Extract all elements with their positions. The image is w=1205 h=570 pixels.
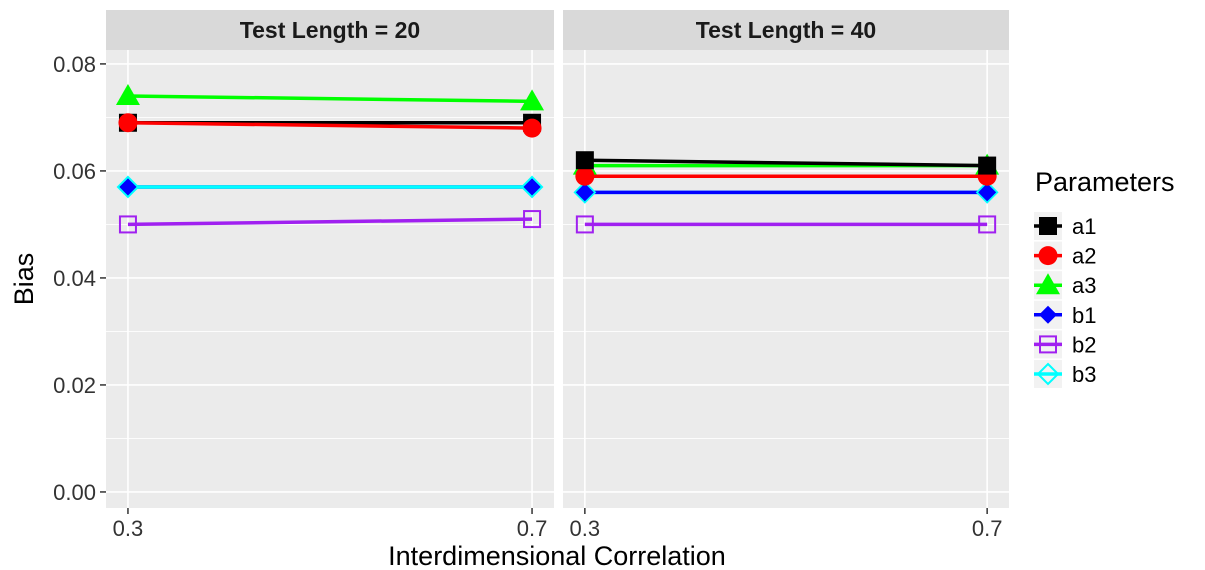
data-point-a2	[118, 113, 138, 133]
legend-marker-a1	[1039, 217, 1057, 235]
data-point-b3	[520, 175, 544, 199]
legend-label-a1: a1	[1072, 214, 1096, 239]
legend-label-b3: b3	[1072, 362, 1096, 387]
legend-item-b3: b3	[1034, 360, 1096, 388]
legend-item-a2: a2	[1034, 241, 1096, 270]
series-line-a1	[584, 158, 988, 168]
data-point-a1	[978, 156, 997, 175]
panel-background	[106, 50, 554, 508]
data-point-b2	[978, 215, 997, 234]
data-point-b2	[575, 215, 594, 234]
x-tick-label: 0.7	[972, 516, 1003, 541]
series-line-b2	[127, 217, 533, 227]
y-tick-label: 0.06	[53, 159, 96, 184]
x-tick-label: 0.3	[570, 516, 601, 541]
legend-marker-a3	[1036, 273, 1060, 295]
x-tick-label: 0.7	[517, 516, 548, 541]
legend-marker-a2	[1038, 246, 1058, 266]
legend-label-b2: b2	[1072, 332, 1096, 357]
data-point-b1	[575, 183, 594, 202]
facet-strip-label: Test Length = 40	[696, 17, 876, 43]
data-point-b1	[978, 183, 997, 202]
data-point-b3	[116, 175, 140, 199]
data-point-a2	[575, 166, 595, 186]
data-point-b3	[975, 180, 999, 204]
data-point-b2	[523, 210, 542, 229]
legend-label-a3: a3	[1072, 273, 1096, 298]
data-point-b2	[118, 215, 137, 234]
facet-strip	[563, 10, 1009, 50]
x-tick-label: 0.3	[113, 516, 144, 541]
legend-item-a1: a1	[1034, 212, 1096, 240]
data-point-a2	[522, 118, 542, 138]
panel-background	[563, 50, 1009, 508]
y-axis-title: Bias	[9, 253, 39, 306]
facet-strip-label: Test Length = 20	[240, 17, 420, 43]
legend-item-b2: b2	[1034, 330, 1096, 359]
x-axis-title: Interdimensional Correlation	[388, 541, 726, 570]
legend-title: Parameters	[1035, 167, 1175, 197]
data-point-a1	[575, 151, 594, 170]
data-point-a3	[115, 84, 140, 106]
legend-marker-b3	[1036, 362, 1060, 386]
y-tick-label: 0.04	[53, 266, 96, 291]
series-line-a2	[127, 121, 533, 130]
y-tick-label: 0.08	[53, 52, 96, 77]
legend-label-b1: b1	[1072, 303, 1096, 328]
facet-strip	[106, 10, 554, 50]
data-point-b3	[573, 180, 597, 204]
data-point-a3	[520, 89, 545, 111]
legend-label-a2: a2	[1072, 244, 1096, 269]
y-tick-label: 0.02	[53, 373, 96, 398]
series-line-a3	[127, 94, 533, 104]
legend-marker-b2	[1039, 335, 1057, 354]
legend-marker-b1	[1039, 305, 1057, 324]
legend-item-b1: b1	[1034, 300, 1096, 329]
legend-item-a3: a3	[1034, 271, 1096, 300]
y-tick-label: 0.00	[53, 480, 96, 505]
